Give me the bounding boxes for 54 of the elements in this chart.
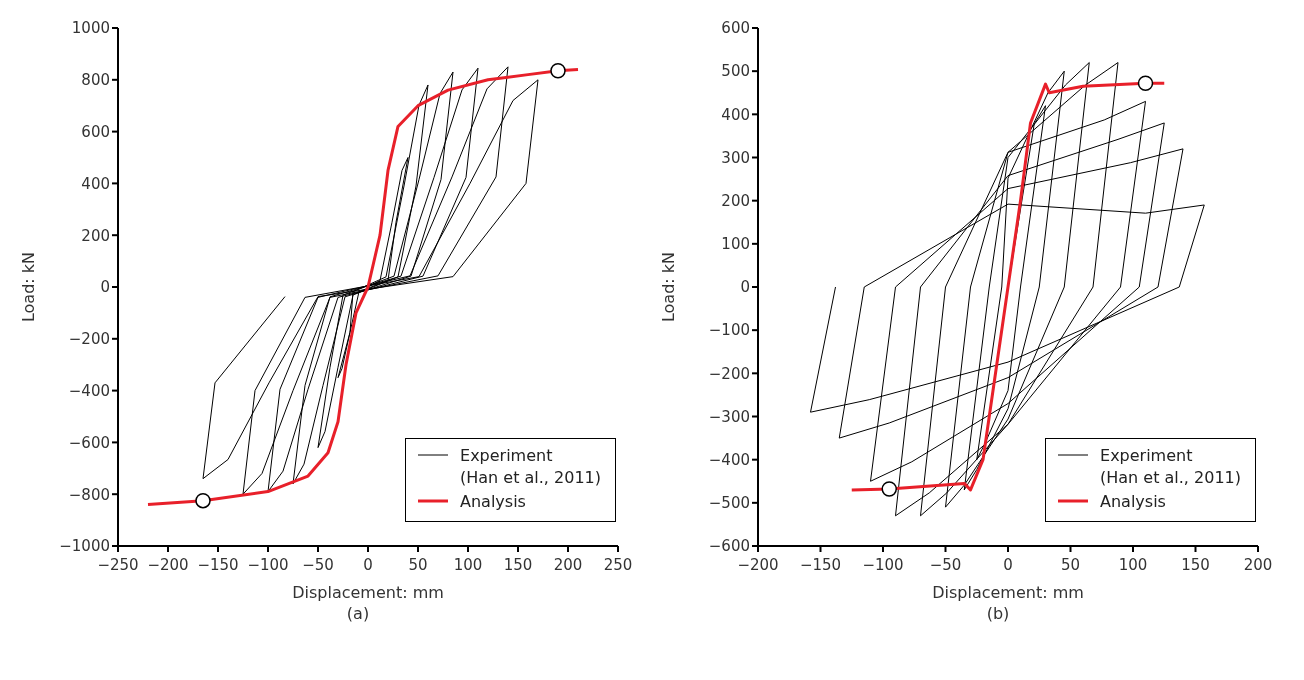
y-axis-title: Load: kN bbox=[18, 251, 38, 323]
y-tick-label: −100 bbox=[708, 321, 750, 340]
x-axis-title: Displacement: mm bbox=[292, 583, 444, 602]
y-tick-label: −200 bbox=[708, 364, 750, 383]
x-axis-title: Displacement: mm bbox=[932, 583, 1084, 602]
x-tick-label: 100 bbox=[453, 556, 483, 574]
x-tick-label: 200 bbox=[1243, 556, 1273, 574]
y-tick-label: 500 bbox=[721, 62, 750, 81]
y-tick-label: 800 bbox=[81, 71, 110, 90]
y-tick-label: −200 bbox=[68, 330, 110, 349]
y-axis-title: Load: kN bbox=[658, 251, 678, 323]
y-tick-label: 200 bbox=[721, 191, 750, 210]
y-tick-label: 200 bbox=[81, 226, 110, 245]
y-tick-label: 0 bbox=[100, 278, 110, 297]
y-tick-label: 1000 bbox=[71, 19, 110, 38]
y-tick-label: −600 bbox=[708, 537, 750, 556]
x-tick-label: 250 bbox=[603, 556, 633, 574]
x-tick-label: −150 bbox=[799, 556, 842, 574]
text: (a) bbox=[345, 604, 371, 623]
legend-label: Analysis bbox=[460, 491, 526, 513]
x-tick-label: −100 bbox=[862, 556, 904, 574]
y-tick-label: −500 bbox=[708, 494, 750, 513]
y-tick-label: −800 bbox=[68, 485, 110, 504]
y-tick-label: 100 bbox=[721, 235, 750, 254]
x-tick-label: 0 bbox=[363, 556, 373, 574]
x-tick-label: 50 bbox=[1060, 556, 1081, 574]
y-tick-label: 400 bbox=[721, 105, 750, 124]
x-tick-label: −200 bbox=[737, 556, 779, 574]
x-tick-label: −150 bbox=[197, 556, 239, 574]
x-tick-label: 100 bbox=[1118, 556, 1148, 574]
y-tick-label: −400 bbox=[68, 381, 110, 400]
x-tick-label: −200 bbox=[147, 556, 189, 574]
x-tick-label: 50 bbox=[408, 556, 428, 574]
y-tick-label: 400 bbox=[81, 174, 110, 193]
x-tick-label: −50 bbox=[302, 556, 334, 574]
y-tick-label: 0 bbox=[740, 278, 750, 297]
x-tick-label: 200 bbox=[553, 556, 583, 574]
y-tick-label: 300 bbox=[721, 148, 750, 167]
y-tick-label: −400 bbox=[708, 450, 750, 469]
legend-label: Experiment (Han et al., 2011) bbox=[460, 445, 601, 489]
y-tick-label: −1000 bbox=[59, 537, 110, 556]
x-tick-label: 0 bbox=[1003, 556, 1013, 574]
x-tick-label: −250 bbox=[97, 556, 139, 574]
x-tick-label: −100 bbox=[247, 556, 289, 574]
x-tick-label: −50 bbox=[929, 556, 962, 574]
y-tick-label: 600 bbox=[81, 122, 110, 141]
text: (b) bbox=[985, 604, 1011, 623]
y-tick-label: −300 bbox=[708, 407, 750, 426]
x-tick-label: 150 bbox=[503, 556, 533, 574]
legend-label: Analysis bbox=[1100, 491, 1166, 513]
x-tick-label: 150 bbox=[1181, 556, 1210, 574]
legend-label: Experiment (Han et al., 2011) bbox=[1100, 445, 1241, 489]
y-tick-label: 600 bbox=[721, 19, 750, 38]
y-tick-label: −600 bbox=[68, 433, 110, 452]
